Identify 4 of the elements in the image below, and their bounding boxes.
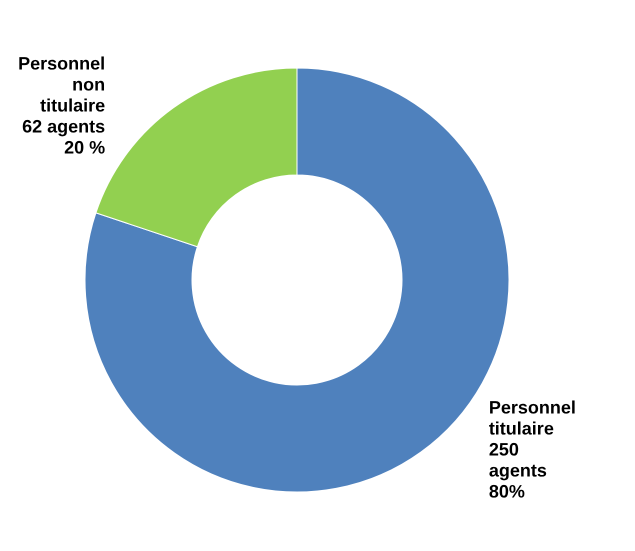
data-label: 62 agents 20 % bbox=[22, 116, 106, 158]
data-label: 250 agents 80% bbox=[488, 440, 547, 502]
slice-label: Personnel titulaire bbox=[488, 398, 576, 439]
slice-label: Personnel non titulaire bbox=[18, 53, 106, 116]
